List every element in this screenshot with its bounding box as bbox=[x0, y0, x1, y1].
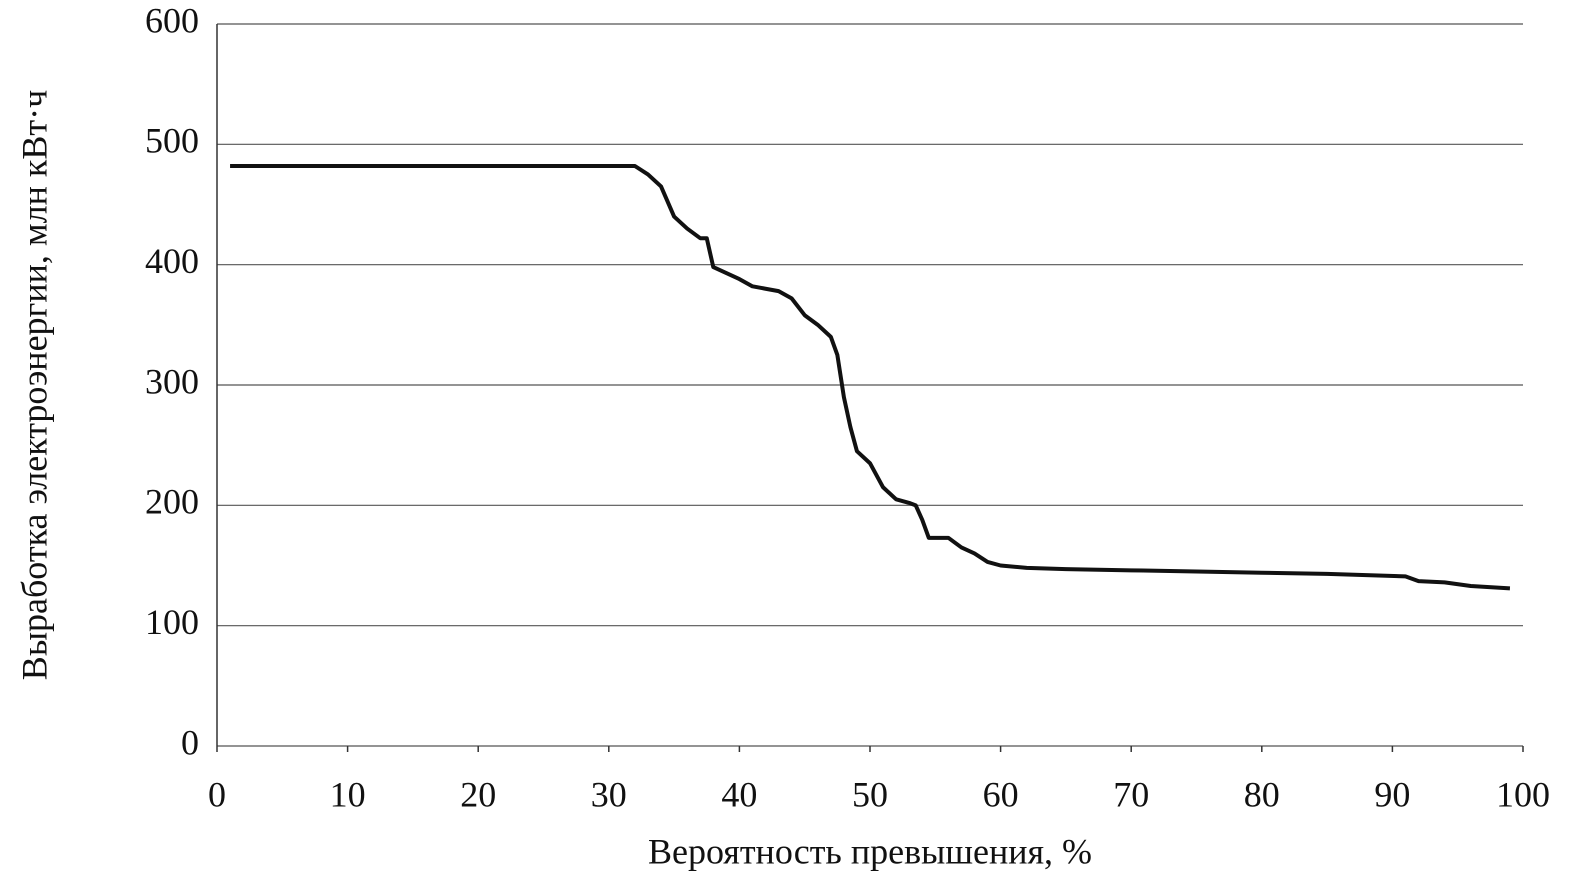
x-axis-label: Вероятность превышения, % bbox=[648, 831, 1092, 871]
y-tick-label: 400 bbox=[145, 241, 199, 281]
x-tick-label: 60 bbox=[983, 774, 1019, 814]
x-tick-label: 40 bbox=[721, 774, 757, 814]
y-tick-label: 300 bbox=[145, 361, 199, 401]
y-tick-label: 200 bbox=[145, 482, 199, 522]
x-tick-label: 90 bbox=[1374, 774, 1410, 814]
y-tick-label: 600 bbox=[145, 0, 199, 40]
x-tick-label: 50 bbox=[852, 774, 888, 814]
y-tick-label: 100 bbox=[145, 602, 199, 642]
x-tick-label: 30 bbox=[591, 774, 627, 814]
x-tick-label: 80 bbox=[1244, 774, 1280, 814]
x-tick-label: 20 bbox=[460, 774, 496, 814]
y-tick-label: 500 bbox=[145, 121, 199, 161]
x-tick-label: 0 bbox=[208, 774, 226, 814]
y-axis-label: Выработка электроэнергии, млн кВт·ч bbox=[14, 90, 54, 680]
data-line bbox=[230, 163, 1511, 591]
x-tick-label: 70 bbox=[1113, 774, 1149, 814]
y-tick-label: 0 bbox=[181, 722, 199, 762]
x-tick-label: 10 bbox=[330, 774, 366, 814]
x-tick-label: 100 bbox=[1496, 774, 1550, 814]
